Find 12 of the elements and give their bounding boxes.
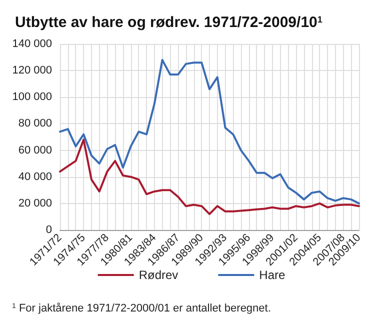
legend-label: Rødrev xyxy=(138,268,178,282)
legend-label: Hare xyxy=(259,268,286,282)
y-tick-label: 120 000 xyxy=(12,64,52,77)
y-tick-label: 140 000 xyxy=(12,38,52,50)
line-series xyxy=(59,58,360,204)
y-tick-label: 100 000 xyxy=(12,91,52,104)
y-tick-label: 0 xyxy=(46,224,52,236)
y-tick-label: 60 000 xyxy=(18,144,52,156)
line-series xyxy=(59,138,360,216)
y-tick-label: 20 000 xyxy=(18,197,52,210)
y-tick-label: 80 000 xyxy=(18,118,52,130)
y-tick-label: 40 000 xyxy=(18,170,52,183)
